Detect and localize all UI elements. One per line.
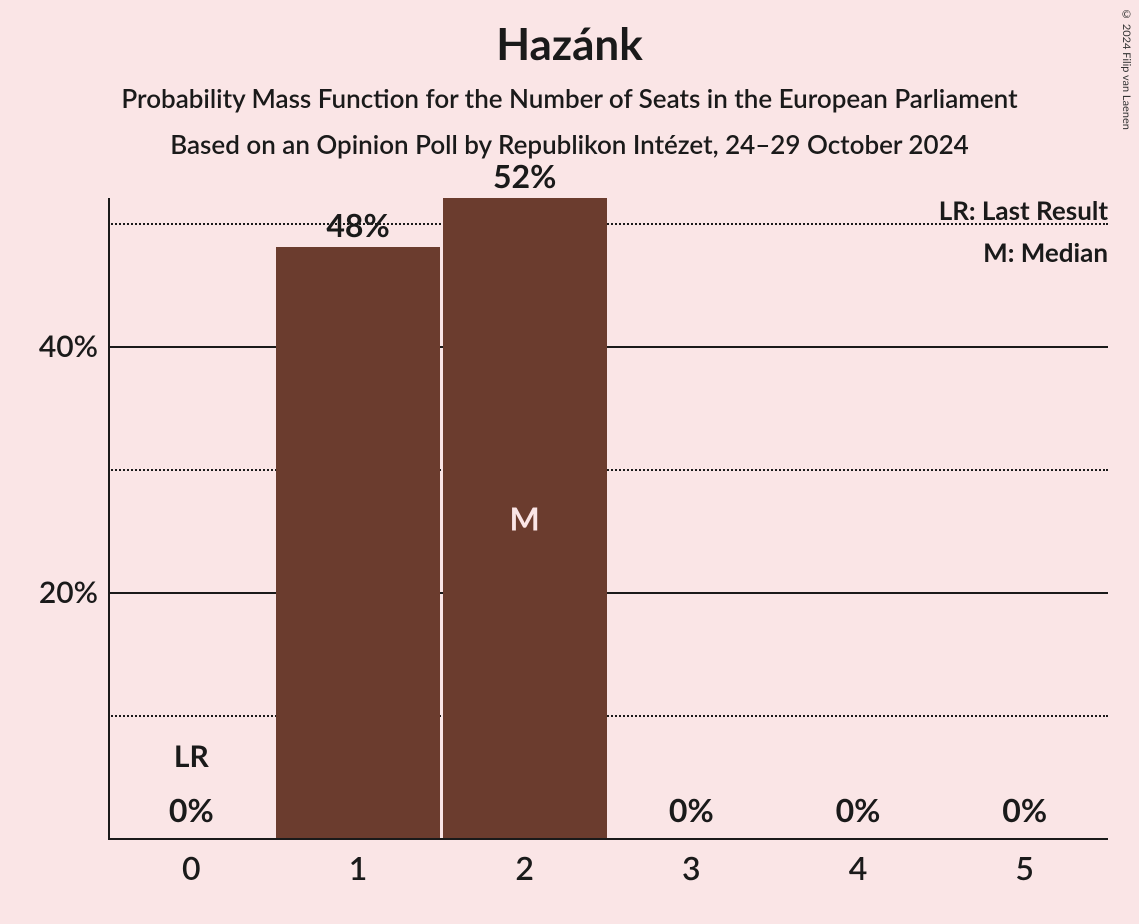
copyright-text: © 2024 Filip van Laenen [1120,8,1133,130]
y-tick-label: 40% [39,328,98,364]
x-axis-line [108,838,1108,840]
gridline-major [108,592,1108,594]
x-tick-label: 4 [849,848,868,887]
legend-m: M: Median [983,236,1108,268]
x-tick-label: 5 [1015,848,1034,887]
x-tick-label: 3 [682,848,701,887]
x-tick-label: 2 [515,848,534,887]
bar-chart: 20%40% 0%LR48%52%M0%0%0% 012345 LR: Last… [108,198,1108,838]
x-tick-label: 1 [349,848,368,887]
chart-subtitle-2: Based on an Opinion Poll by Republikon I… [0,128,1139,160]
bar-value-label: 0% [669,790,714,829]
bar-value-label: 52% [493,156,556,195]
lr-marker: LR [174,738,209,774]
y-axis-line [108,198,110,838]
median-marker: M [510,499,540,538]
bar-value-label: 48% [326,205,389,244]
bar-value-label: 0% [836,790,881,829]
gridline-minor [108,715,1108,717]
chart-title: Hazánk [0,0,1139,70]
x-tick-label: 0 [182,848,201,887]
legend-lr: LR: Last Result [939,194,1108,226]
gridline-minor [108,469,1108,471]
gridline-major [108,346,1108,348]
bar [276,247,440,838]
bar-value-label: 0% [1002,790,1047,829]
y-tick-label: 20% [39,574,98,610]
bar-value-label: 0% [169,790,214,829]
chart-subtitle: Probability Mass Function for the Number… [0,82,1139,114]
